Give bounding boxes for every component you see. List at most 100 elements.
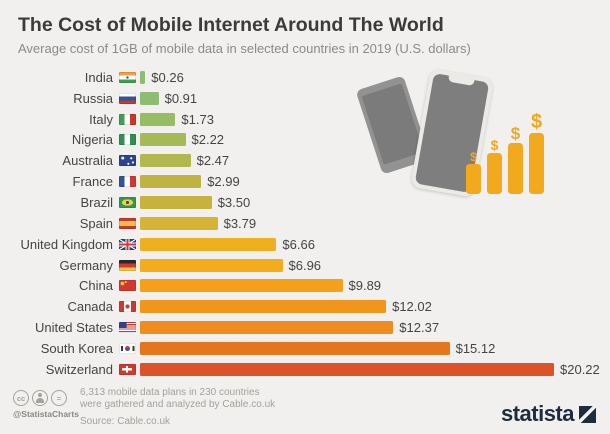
bar-row: India $0.26 bbox=[18, 67, 610, 88]
country-label: Nigeria bbox=[71, 132, 113, 148]
value-label: $9.89 bbox=[348, 278, 382, 294]
bar bbox=[140, 279, 343, 293]
bar-row: Nigeria $2.22 bbox=[18, 130, 610, 151]
dollar-sign-icon: $ bbox=[490, 137, 499, 153]
money-bars-icon: $ $ $ $ bbox=[466, 112, 544, 194]
value-label: $6.66 bbox=[282, 236, 315, 252]
footnote-line: were gathered and analyzed by Cable.co.u… bbox=[80, 398, 276, 410]
money-bar: $ bbox=[466, 151, 481, 194]
page-subtitle: Average cost of 1GB of mobile data in se… bbox=[18, 41, 471, 56]
country-label: Canada bbox=[67, 299, 113, 315]
country-label: Australia bbox=[62, 153, 113, 169]
bar-row: Brazil $3.50 bbox=[18, 192, 610, 213]
bar-row: France $2.99 bbox=[18, 171, 610, 192]
bar bbox=[140, 362, 554, 376]
value-label: $2.99 bbox=[207, 174, 240, 190]
equal-icon: = bbox=[51, 390, 67, 406]
bar-row: Italy $1.73 bbox=[18, 109, 610, 130]
france-flag-icon bbox=[119, 176, 136, 188]
chart-header: The Cost of Mobile Internet Around The W… bbox=[0, 0, 610, 57]
bar-chart: $ $ $ $ India $0.26 Russia $0.91 Italy $1.73 N… bbox=[0, 67, 610, 380]
cc-icon: cc bbox=[13, 390, 29, 406]
footnote: 6,313 mobile data plans in 230 countries… bbox=[80, 387, 275, 428]
china-flag-icon bbox=[119, 280, 136, 292]
value-label: $0.91 bbox=[164, 90, 198, 106]
value-label: $1.73 bbox=[181, 111, 214, 127]
bar-rows: India $0.26 Russia $0.91 Italy $1.73 Nigeria $2… bbox=[18, 67, 610, 380]
money-bar: $ bbox=[508, 125, 523, 194]
bar bbox=[140, 112, 176, 126]
bar bbox=[140, 300, 387, 314]
bar-row: Switzerland $20.22 bbox=[18, 359, 610, 380]
bar bbox=[140, 195, 212, 209]
money-bar: $ bbox=[487, 138, 502, 194]
bar-row: Russia $0.91 bbox=[18, 88, 610, 109]
value-label: $3.50 bbox=[217, 194, 251, 210]
bar bbox=[140, 258, 283, 272]
value-label: $2.47 bbox=[196, 153, 230, 169]
country-label: Russia bbox=[73, 90, 113, 106]
country-label: Spain bbox=[79, 215, 113, 231]
bar bbox=[140, 70, 146, 84]
country-label: France bbox=[72, 174, 113, 190]
value-label: $0.26 bbox=[151, 69, 184, 85]
uk-flag-icon bbox=[119, 238, 136, 250]
country-label: United States bbox=[34, 320, 113, 336]
bar-row: United Kingdom $6.66 bbox=[18, 234, 610, 255]
canada-flag-icon bbox=[119, 301, 136, 313]
germany-flag-icon bbox=[119, 259, 136, 271]
bar-row: Germany $6.96 bbox=[18, 255, 610, 276]
attribution-person-icon bbox=[32, 390, 48, 406]
country-label: South Korea bbox=[40, 340, 113, 356]
nigeria-flag-icon bbox=[119, 134, 136, 146]
statista-wordmark: statista bbox=[500, 401, 575, 426]
brazil-flag-icon bbox=[119, 196, 136, 208]
bar-row: China $9.89 bbox=[18, 275, 610, 296]
country-label: Switzerland bbox=[45, 361, 113, 377]
value-label: $6.96 bbox=[288, 257, 322, 273]
value-label: $15.12 bbox=[455, 340, 496, 356]
value-label: $12.02 bbox=[392, 299, 432, 315]
cc-license: cc = @StatistaCharts bbox=[13, 390, 79, 419]
bar bbox=[140, 133, 186, 147]
southkorea-flag-icon bbox=[119, 342, 136, 354]
bar bbox=[140, 341, 450, 355]
bar-row: Canada $12.02 bbox=[18, 296, 610, 317]
money-bar: $ bbox=[529, 112, 544, 194]
statista-logo-mark-icon bbox=[579, 405, 596, 423]
value-label: $20.22 bbox=[560, 361, 600, 377]
spain-flag-icon bbox=[119, 217, 136, 229]
country-label: Brazil bbox=[80, 194, 113, 210]
india-flag-icon bbox=[119, 71, 136, 83]
page-title: The Cost of Mobile Internet Around The W… bbox=[18, 14, 444, 36]
statista-logo: statista bbox=[501, 403, 596, 425]
russia-flag-icon bbox=[119, 92, 136, 104]
value-label: $2.22 bbox=[191, 132, 225, 148]
source-label: Source: Cable.co.uk bbox=[80, 416, 171, 427]
dollar-sign-icon: $ bbox=[530, 111, 543, 133]
country-label: Germany bbox=[59, 257, 113, 273]
bar-row: Australia $2.47 bbox=[18, 150, 610, 171]
australia-flag-icon bbox=[119, 155, 136, 167]
country-label: Italy bbox=[89, 111, 113, 127]
phones-illustration: $ $ $ $ bbox=[355, 67, 602, 207]
statista-charts-handle: @StatistaCharts bbox=[13, 409, 79, 419]
bar bbox=[140, 91, 159, 105]
bar bbox=[140, 237, 277, 251]
cc-license-icons: cc = bbox=[13, 390, 79, 406]
bar bbox=[140, 216, 218, 230]
bar-row: South Korea $15.12 bbox=[18, 338, 610, 359]
country-label: China bbox=[79, 278, 113, 294]
bar bbox=[140, 321, 394, 335]
bar-row: Spain $3.79 bbox=[18, 213, 610, 234]
country-label: India bbox=[84, 69, 113, 85]
italy-flag-icon bbox=[119, 113, 136, 125]
chart-footer: cc = @StatistaCharts 6,313 mobile data p… bbox=[0, 384, 610, 434]
dollar-sign-icon: $ bbox=[470, 150, 477, 164]
bar bbox=[140, 175, 202, 189]
country-label: United Kingdom bbox=[20, 236, 114, 252]
footnote-line: 6,313 mobile data plans in 230 countries bbox=[80, 387, 260, 398]
value-label: $12.37 bbox=[399, 320, 440, 336]
value-label: $3.79 bbox=[223, 215, 257, 231]
